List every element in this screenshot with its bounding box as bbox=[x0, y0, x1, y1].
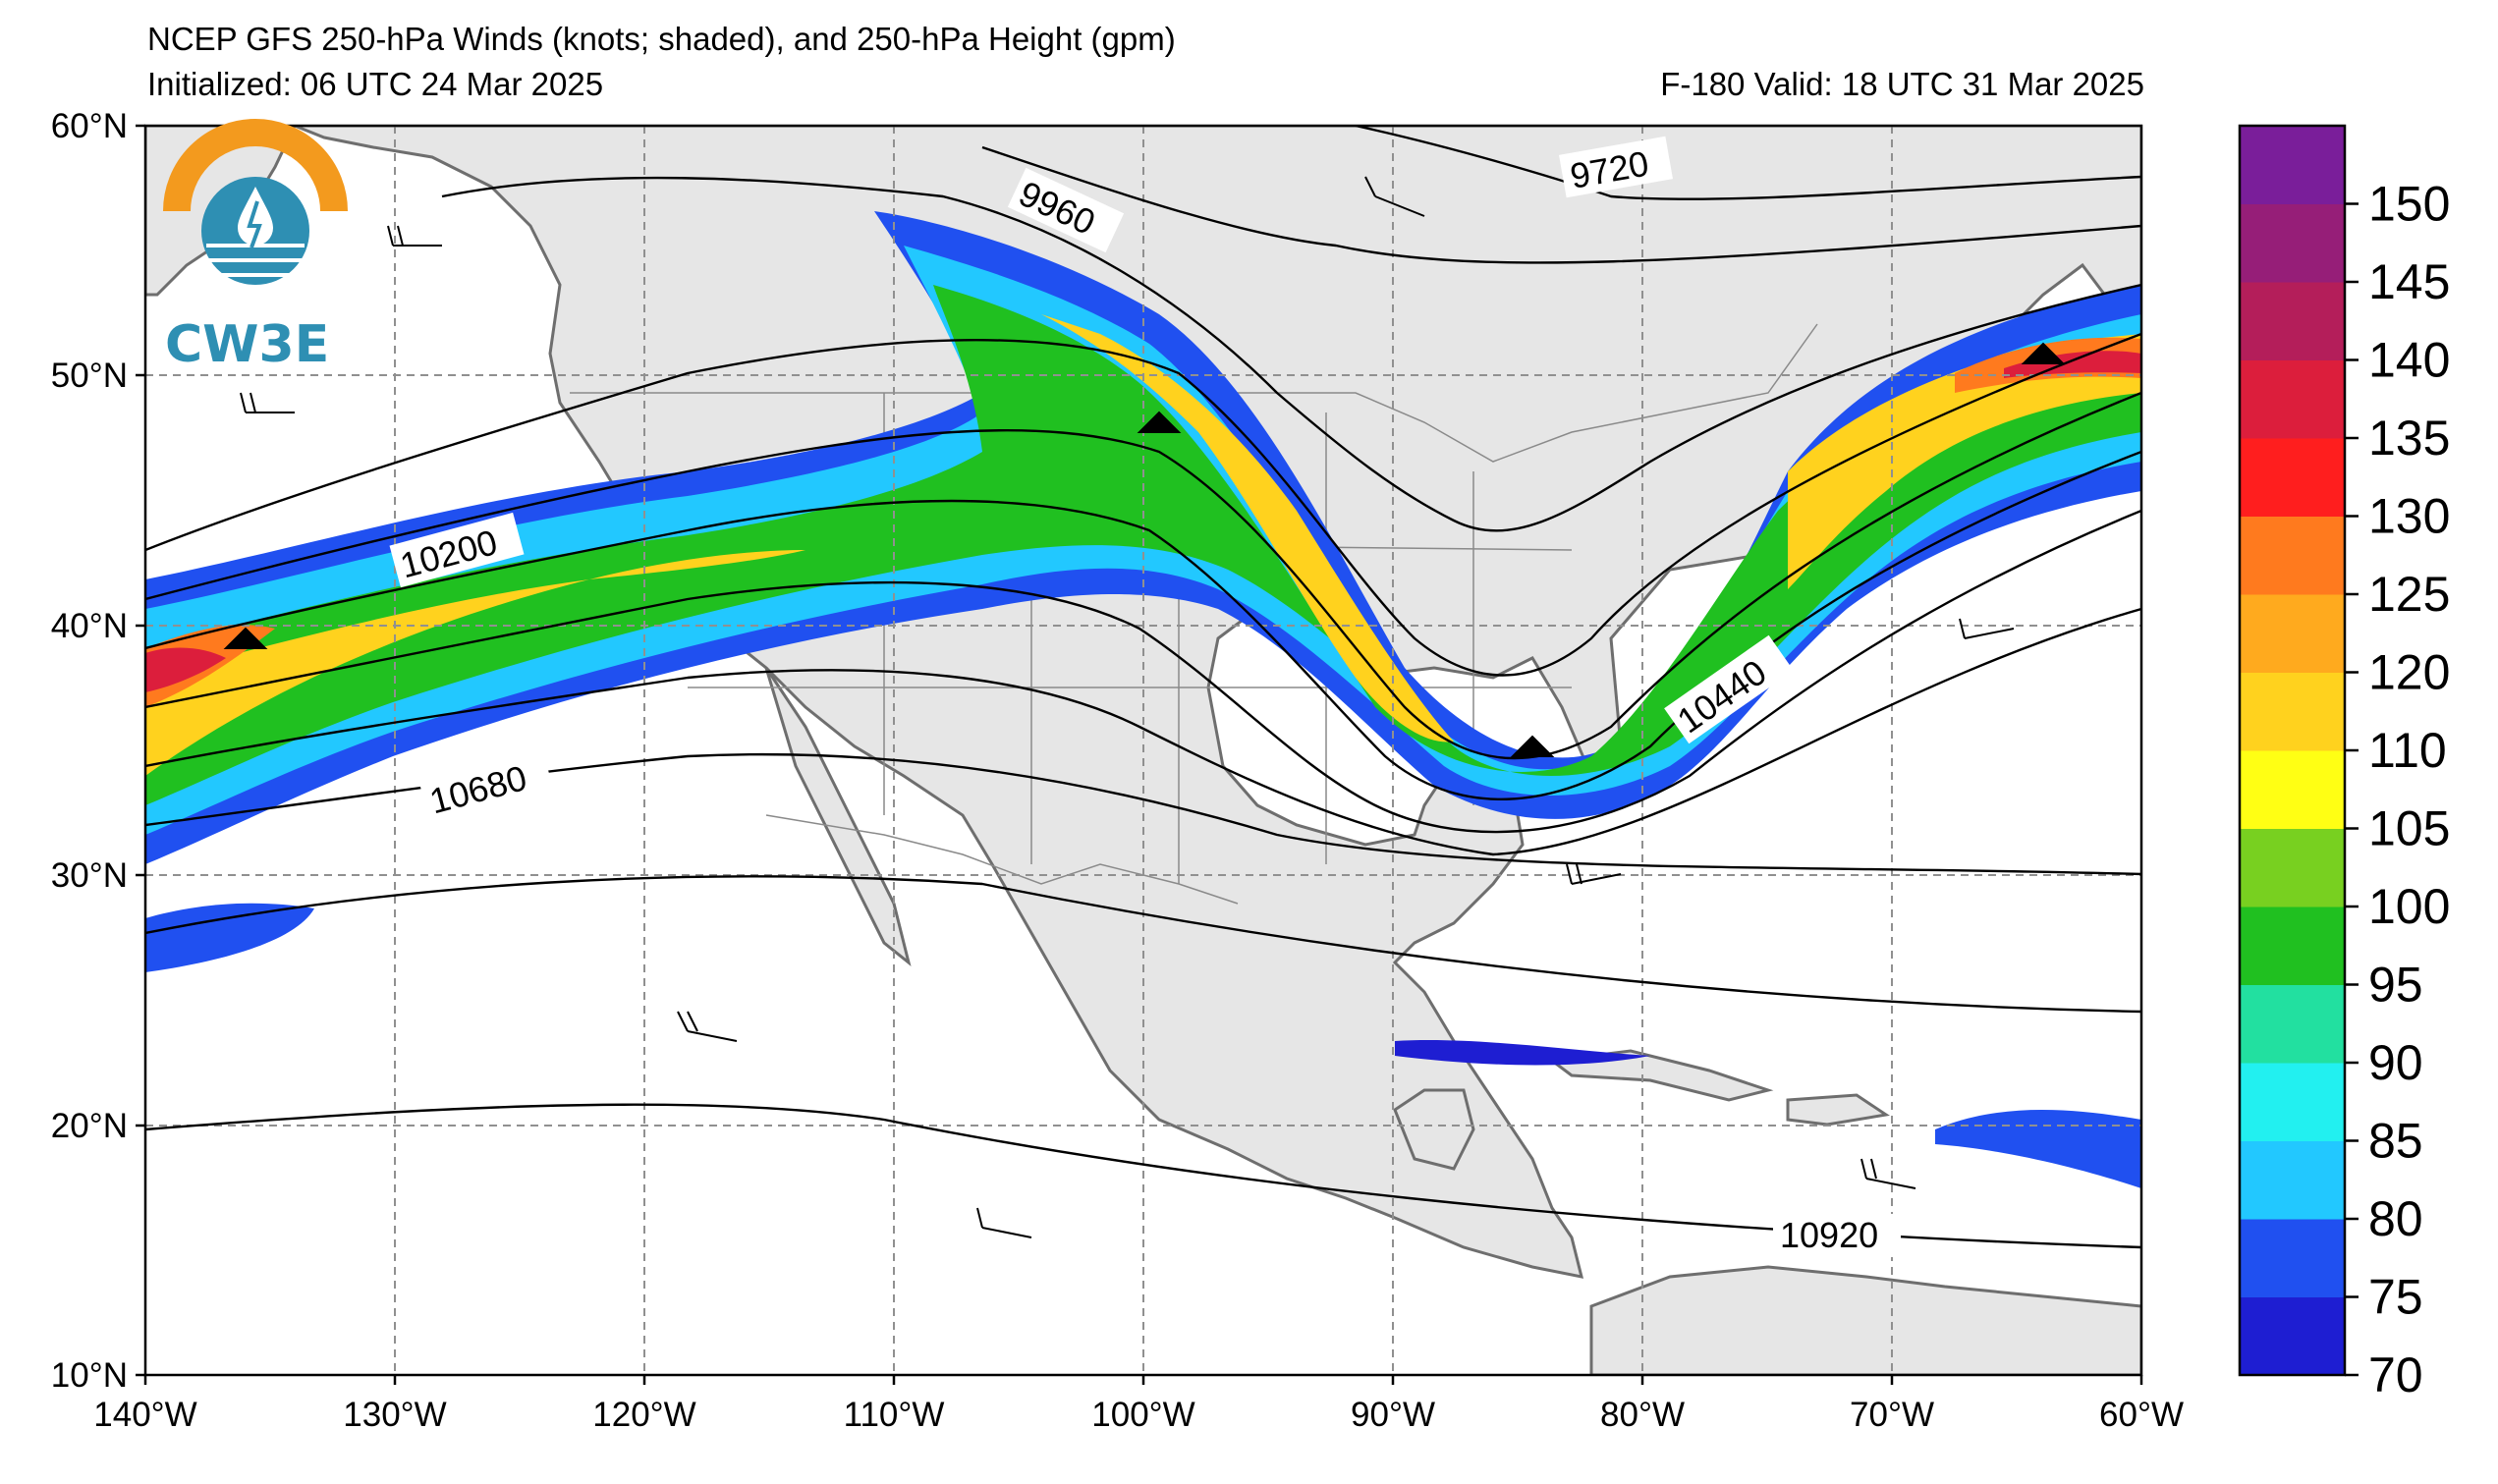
lon-label: 60°W bbox=[2099, 1396, 2184, 1434]
lon-label: 110°W bbox=[844, 1396, 945, 1434]
south-america-land bbox=[1589, 1265, 2141, 1375]
lon-label: 130°W bbox=[343, 1396, 446, 1434]
colorbar-segment bbox=[2240, 672, 2345, 751]
isolated-jet-streak-caribbean bbox=[1395, 1039, 1650, 1066]
wind-barb bbox=[1566, 863, 1622, 885]
colorbar-segment bbox=[2240, 828, 2345, 907]
logo-drop-icon bbox=[238, 187, 273, 246]
hispaniola-land bbox=[1786, 1093, 1890, 1127]
colorbar-label: 80 bbox=[2368, 1191, 2423, 1246]
colorbar-label: 130 bbox=[2368, 489, 2450, 544]
logo-bolt-icon bbox=[247, 200, 262, 248]
lat-label: 50°N bbox=[51, 357, 128, 395]
wind-barb bbox=[1959, 618, 2015, 639]
colorbar-label: 85 bbox=[2368, 1114, 2423, 1169]
contour-9840 bbox=[981, 145, 2141, 264]
colorbar-frame bbox=[2238, 124, 2347, 1377]
latitude-labels: 60°N 50°N 40°N 30°N 20°N 10°N bbox=[51, 107, 128, 1395]
colorbar-label: 100 bbox=[2368, 879, 2450, 934]
colorbar-label: 95 bbox=[2368, 958, 2423, 1013]
contour-10560 bbox=[145, 607, 2141, 856]
colorbar-segment bbox=[2240, 750, 2345, 829]
wind-barb bbox=[1510, 735, 1555, 757]
tick-marks bbox=[136, 124, 2143, 1385]
colorbar-label: 75 bbox=[2368, 1270, 2423, 1325]
wind-barb bbox=[2021, 342, 2066, 364]
logo-text: CW3E bbox=[165, 315, 329, 374]
contour-10800 bbox=[145, 875, 2141, 1014]
colorbar-label: 105 bbox=[2368, 801, 2450, 856]
contour-10920 bbox=[145, 1103, 2141, 1249]
wind-barb bbox=[1137, 411, 1182, 433]
lon-label: 100°W bbox=[1091, 1396, 1194, 1434]
wind-barb bbox=[1364, 176, 1425, 217]
lat-label: 20°N bbox=[51, 1107, 128, 1145]
colorbar-label: 150 bbox=[2368, 177, 2450, 232]
lat-label: 40°N bbox=[51, 607, 128, 645]
colorbar-segment bbox=[2240, 1219, 2345, 1297]
wind-barb bbox=[976, 1207, 1032, 1238]
colorbar-label: 135 bbox=[2368, 411, 2450, 466]
colorbar-segment bbox=[2240, 907, 2345, 985]
wind-barb bbox=[223, 627, 268, 649]
colorbar-segment bbox=[2240, 438, 2345, 517]
wind-barb bbox=[677, 1011, 738, 1042]
colorbar-segment bbox=[2240, 1140, 2345, 1220]
colorbar-label: 120 bbox=[2368, 645, 2450, 700]
yucatan-land bbox=[1393, 1088, 1475, 1171]
map-area bbox=[145, 126, 2141, 1375]
colorbar-label: 145 bbox=[2368, 254, 2450, 309]
colorbar-labels: 70 75 80 85 90 95 100 105 110 120 125 130 135 140 145 1… bbox=[2345, 177, 2450, 1402]
contour-10440 bbox=[145, 509, 2141, 834]
colorbar-label: 70 bbox=[2368, 1347, 2423, 1402]
colorbar-label: 140 bbox=[2368, 333, 2450, 388]
colorbar-segment bbox=[2240, 359, 2345, 439]
colorbar-segment bbox=[2240, 203, 2345, 283]
colorbar-label: 125 bbox=[2368, 567, 2450, 622]
colorbar-label: 90 bbox=[2368, 1035, 2423, 1090]
contour-9720 bbox=[1355, 126, 2141, 200]
contour-9960 bbox=[441, 176, 2141, 532]
valid-time-label: F-180 Valid: 18 UTC 31 Mar 2025 bbox=[1660, 66, 2144, 102]
lat-label: 10°N bbox=[51, 1356, 128, 1395]
colorbar-segment bbox=[2240, 282, 2345, 360]
contour-label-10920: 10920 bbox=[1780, 1215, 1878, 1255]
wind-barb bbox=[387, 225, 442, 247]
contour-10080 bbox=[145, 332, 2141, 677]
lat-label: 30°N bbox=[51, 856, 128, 895]
wind-barb bbox=[240, 392, 295, 413]
initialized-label: Initialized: 06 UTC 24 Mar 2025 bbox=[147, 66, 604, 102]
isolated-jet-streak-atlantic bbox=[1935, 1110, 2141, 1188]
wind-barbs bbox=[223, 176, 2066, 1238]
lon-label: 80°W bbox=[1600, 1396, 1685, 1434]
cuba-land bbox=[1548, 1049, 1774, 1102]
lon-label: 140°W bbox=[93, 1396, 196, 1434]
lon-label: 90°W bbox=[1351, 1396, 1435, 1434]
baja-california-land bbox=[764, 667, 912, 966]
height-contours bbox=[145, 126, 2141, 1249]
us-canada-border bbox=[570, 323, 1818, 463]
isolated-jet-streak-west bbox=[145, 903, 314, 972]
map-title: NCEP GFS 250-hPa Winds (knots; shaded), … bbox=[147, 21, 1176, 57]
colorbar-segment bbox=[2240, 516, 2345, 595]
lat-label: 60°N bbox=[51, 107, 128, 145]
logo-sun-arc bbox=[163, 119, 348, 212]
colorbar-segment bbox=[2240, 594, 2345, 673]
colorbar-segment bbox=[2240, 1063, 2345, 1141]
wind-barb bbox=[1860, 1158, 1916, 1189]
lon-label: 70°W bbox=[1850, 1396, 1934, 1434]
longitude-labels: 140°W 130°W 120°W 110°W 100°W 90°W 80°W … bbox=[93, 1396, 2184, 1434]
colorbar-segment bbox=[2240, 984, 2345, 1064]
colorbar bbox=[2240, 126, 2345, 1376]
cw3e-logo: CW3E bbox=[163, 119, 348, 374]
lon-label: 120°W bbox=[592, 1396, 695, 1434]
colorbar-segment bbox=[2240, 126, 2345, 204]
contour-10200 bbox=[145, 391, 2141, 760]
colorbar-segment bbox=[2240, 1296, 2345, 1376]
colorbar-label: 110 bbox=[2368, 723, 2447, 778]
graticule bbox=[145, 126, 2141, 1375]
